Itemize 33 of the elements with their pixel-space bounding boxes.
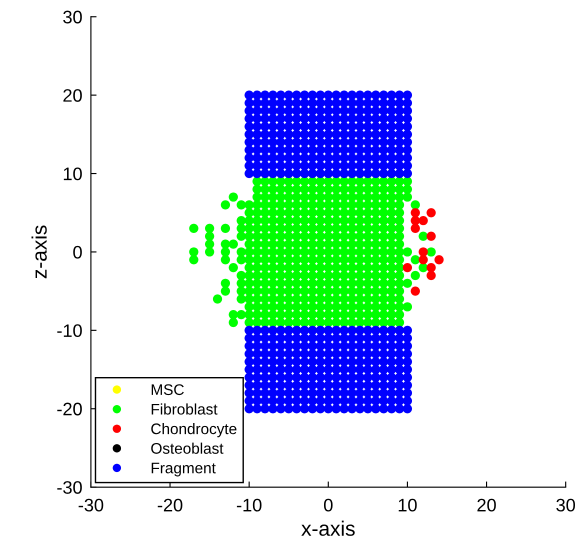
y-tick-label: 0: [73, 246, 82, 259]
point: [410, 208, 420, 218]
legend-label: Fragment: [152, 462, 216, 476]
legend-label: Chondrocyte: [151, 423, 236, 438]
y-tick-label: 30: [63, 10, 82, 24]
point: [418, 255, 428, 264]
x-tick-label: 0: [324, 498, 333, 512]
x-tick-label: -30: [78, 498, 104, 512]
point: [410, 286, 420, 296]
point: [434, 255, 444, 264]
point: [426, 232, 436, 241]
x-tick-label: 20: [477, 498, 496, 512]
y-tick-label: 10: [64, 167, 82, 180]
x-tick-label: 30: [556, 498, 576, 512]
point: [402, 263, 412, 272]
y-axis-title: z-axis: [32, 225, 47, 278]
point: [426, 208, 436, 218]
x-tick-label: -20: [158, 498, 182, 512]
point: [418, 216, 428, 226]
x-tick-label: -10: [236, 498, 262, 512]
legend-label: Osteoblast: [151, 442, 224, 454]
point: [426, 270, 436, 280]
y-tick-label: 20: [63, 89, 82, 102]
point: [410, 224, 420, 234]
legend-label: MSC: [152, 384, 184, 396]
legend-label: Fibroblast: [152, 403, 218, 415]
point: [426, 263, 436, 272]
y-tick-label: -30: [57, 481, 82, 494]
y-tick-label: -10: [57, 324, 82, 338]
y-tick-label: -20: [57, 402, 82, 416]
point: [418, 247, 428, 257]
x-tick-label: 10: [398, 498, 417, 512]
x-axis-title: x-axis: [301, 520, 355, 536]
